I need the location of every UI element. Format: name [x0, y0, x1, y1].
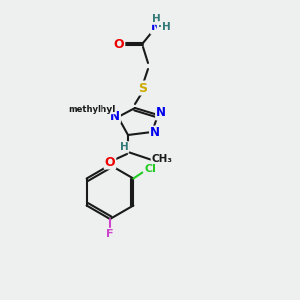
Text: H: H	[152, 14, 160, 24]
Text: CH₃: CH₃	[152, 154, 172, 164]
Text: H: H	[120, 142, 128, 152]
Text: N: N	[110, 110, 120, 122]
Text: O: O	[105, 155, 115, 169]
Text: F: F	[106, 229, 114, 239]
Text: N: N	[151, 20, 161, 34]
Text: Cl: Cl	[144, 164, 156, 175]
Text: methyl: methyl	[68, 106, 101, 115]
Text: O: O	[114, 38, 124, 52]
Text: N: N	[150, 127, 160, 140]
Text: N: N	[156, 106, 166, 119]
Text: S: S	[139, 82, 148, 94]
Text: methyl: methyl	[80, 104, 116, 113]
Text: ·H: ·H	[158, 22, 170, 32]
